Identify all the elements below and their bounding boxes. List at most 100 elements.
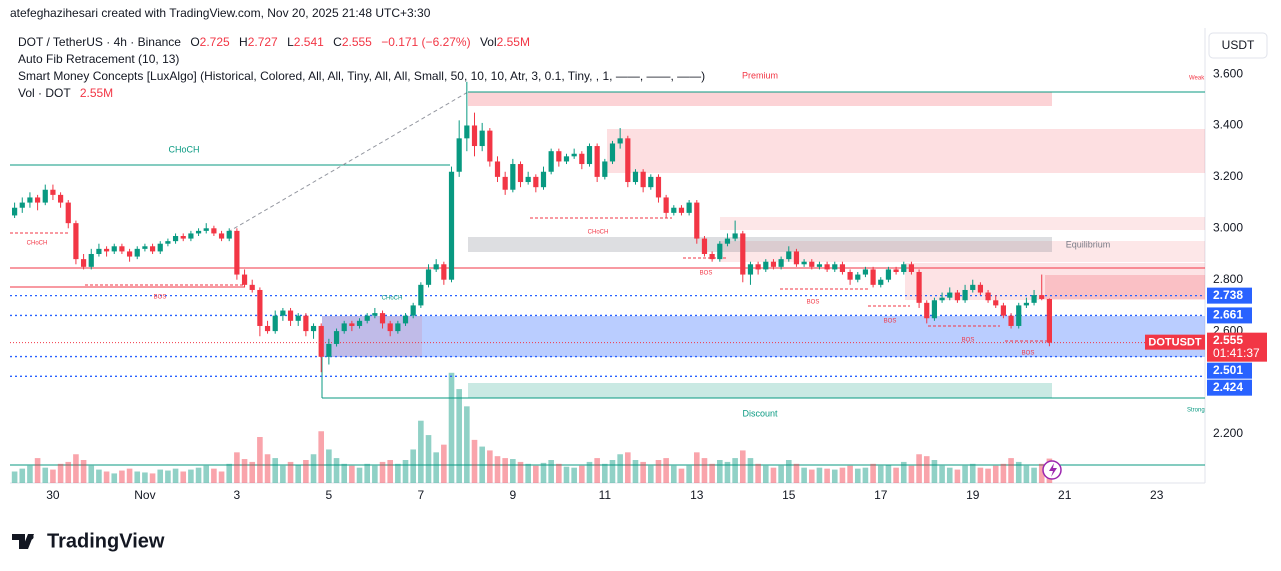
annotation: Premium <box>742 70 778 80</box>
candle-body <box>594 146 600 177</box>
zone <box>468 237 1052 252</box>
level-badge <box>1207 287 1252 304</box>
volume-bar <box>126 468 133 483</box>
candle-body <box>96 248 102 254</box>
volume-bar <box>333 458 340 483</box>
candle-body <box>847 271 853 280</box>
volume-bar <box>870 463 876 483</box>
volume-bar <box>264 454 271 483</box>
annotation: Weak <box>1189 76 1205 82</box>
candle-body <box>832 264 838 270</box>
last-price-box <box>1207 332 1267 362</box>
candle-body <box>180 236 186 239</box>
annotation: Strong <box>1187 408 1205 414</box>
volume-bar <box>824 468 830 483</box>
volume-bar <box>418 420 424 483</box>
volume-bar <box>770 467 777 483</box>
candle-body <box>525 176 531 183</box>
volume-bar <box>839 467 846 483</box>
creator-line: atefeghazihesari created with TradingVie… <box>10 6 431 20</box>
annotation: BOS <box>700 271 713 277</box>
candle-body <box>724 238 731 244</box>
x-tick-label: 11 <box>599 488 612 502</box>
annotation: CHoCH <box>588 230 609 236</box>
candle-body <box>625 138 631 183</box>
volume-bar <box>119 470 125 483</box>
volume-bar <box>402 460 409 483</box>
annotation: BOS <box>154 295 167 301</box>
candle-body <box>165 241 171 244</box>
candle-body <box>34 197 41 203</box>
volume-bar <box>149 473 156 483</box>
volume-bar <box>808 469 815 483</box>
level-label: 2.738 <box>1213 288 1243 302</box>
candle-body <box>993 300 999 306</box>
candle-body <box>947 292 953 298</box>
volume-bar <box>571 467 577 483</box>
low-value: 2.541 <box>293 35 324 49</box>
volume-bar <box>517 461 524 483</box>
candle-body <box>763 261 769 270</box>
vol-label: Vol · DOT <box>18 86 71 100</box>
volume-bar <box>548 460 554 483</box>
volume-bar <box>785 460 792 483</box>
candle-body <box>548 151 554 172</box>
candle-body <box>678 207 685 213</box>
volume-bar <box>471 439 478 483</box>
volume-bar <box>65 461 72 483</box>
volume-bar <box>487 450 493 483</box>
candle-body <box>103 248 110 252</box>
volume-bar <box>885 464 892 483</box>
indicator-smc: Smart Money Concepts [LuxAlgo] (Historic… <box>18 69 706 83</box>
zone <box>607 129 1205 173</box>
candle-body <box>119 246 125 252</box>
candle-body <box>111 246 117 252</box>
candle-body <box>241 274 248 285</box>
candle-body <box>341 323 347 332</box>
x-tick-label: 3 <box>234 488 241 502</box>
candle-body <box>211 228 217 234</box>
volume-bar <box>1000 463 1007 483</box>
candle-body <box>226 230 232 239</box>
volume-bar <box>709 463 715 483</box>
volume-bar <box>931 460 938 483</box>
candle-body <box>517 164 524 183</box>
volume-bar <box>218 471 225 483</box>
volume-bar <box>923 456 930 483</box>
volume-bar <box>831 469 838 483</box>
candle-body <box>663 197 669 213</box>
candle-body <box>42 189 48 203</box>
volume-bar <box>900 461 907 483</box>
candle-body <box>203 228 209 231</box>
vol-value: 2.55M <box>496 35 530 49</box>
volume-bar <box>57 463 64 483</box>
volume-bar <box>372 465 378 483</box>
candle-body <box>1039 295 1045 299</box>
volume-bar <box>425 435 432 483</box>
legend-o: O <box>190 35 200 49</box>
annotation: CHoCH <box>382 296 403 302</box>
candle-body <box>563 156 570 162</box>
legend-l: L <box>287 35 294 49</box>
candle-body <box>418 284 424 306</box>
candle-body <box>870 269 876 285</box>
currency-button[interactable] <box>1208 32 1268 59</box>
volume-bar <box>579 465 585 483</box>
volume-bar <box>609 460 616 483</box>
currency-label[interactable]: USDT <box>1222 38 1255 52</box>
volume-bar <box>34 458 41 483</box>
indicator-vol: Vol · DOT 2.55M <box>18 85 113 101</box>
candle-body <box>310 325 317 332</box>
x-tick-label: 19 <box>966 488 980 502</box>
volume-bar <box>862 467 869 483</box>
volume-bar <box>977 467 984 483</box>
volume-bar <box>701 458 708 483</box>
volume-bar <box>556 463 562 483</box>
volume-bar <box>195 467 202 483</box>
level-label: 2.424 <box>1213 380 1243 394</box>
candle-body <box>410 305 416 316</box>
volume-bar <box>693 452 700 483</box>
candle-body <box>740 233 746 275</box>
